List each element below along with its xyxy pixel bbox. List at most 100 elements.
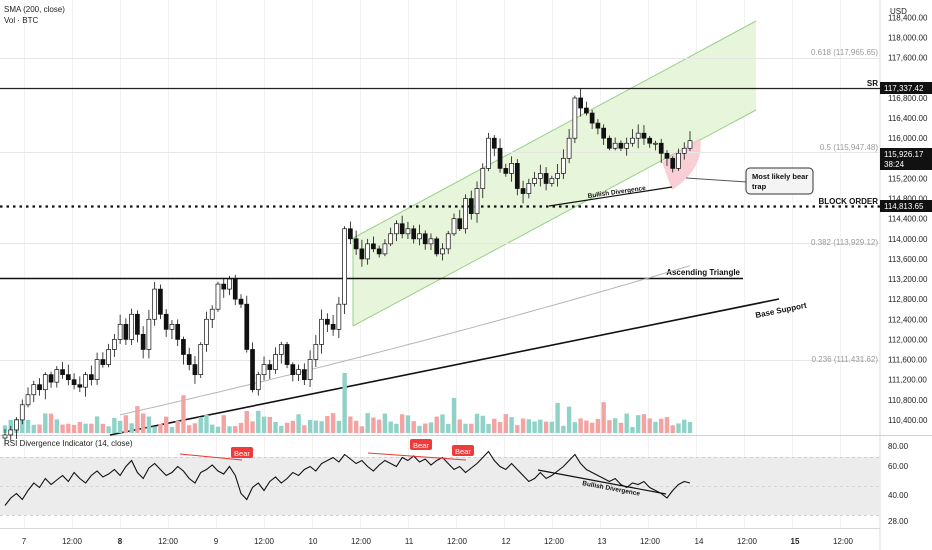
volume-bar	[238, 422, 244, 433]
candle-body	[417, 233, 422, 240]
candle-body	[428, 238, 434, 245]
volume-bar	[60, 424, 65, 433]
volume-bar	[89, 423, 94, 433]
bear-trap-callout[interactable]	[745, 167, 814, 195]
rsi-title[interactable]: RSI Divergence Indicator (14, close)	[4, 439, 133, 448]
volume-bar	[117, 420, 123, 433]
price-tick: 114,000.00	[888, 235, 928, 244]
candle-body	[307, 359, 313, 380]
volume-bar	[169, 426, 175, 433]
candle-body	[48, 374, 54, 383]
volume-bar	[589, 422, 595, 433]
volume-bar	[446, 423, 451, 433]
volume-bar	[353, 420, 359, 433]
candle-body	[359, 248, 365, 260]
candle-body	[296, 369, 301, 375]
price-tick: 113,200.00	[888, 275, 928, 284]
candle-body	[503, 168, 509, 174]
rsi-tick-40: 40.00	[888, 491, 909, 500]
time-tick: 12:00	[351, 537, 372, 546]
fib-5-label: 0.5 (115,947.48)	[820, 143, 878, 152]
fib-236-label: 0.236 (111,431.62)	[812, 355, 879, 364]
price-tick: 112,800.00	[888, 295, 928, 304]
volume-bar	[480, 415, 485, 433]
candle-body	[37, 384, 42, 391]
price-tick: 116,000.00	[888, 134, 928, 143]
volume-bar	[584, 420, 589, 433]
volume-bar	[348, 416, 353, 433]
candle-body	[532, 178, 537, 184]
volume-bar	[204, 414, 209, 433]
volume-bar	[261, 416, 267, 433]
volume-bar	[601, 402, 606, 433]
volume-bar	[382, 413, 388, 433]
candle-body	[434, 238, 440, 255]
bear-tag-2-text: Bear	[413, 441, 429, 450]
volume-bar	[509, 417, 514, 433]
price-tick: 111,200.00	[888, 376, 927, 385]
volume-bar	[250, 421, 255, 433]
volume-bar	[492, 418, 497, 433]
sma-legend[interactable]: SMA (200, close)	[4, 5, 65, 14]
volume-bar	[549, 421, 555, 433]
candle-body	[175, 323, 181, 340]
volume-bar	[463, 423, 468, 433]
base-support-line[interactable]	[109, 298, 780, 436]
volume-bar	[135, 406, 140, 433]
price-tick: 110,800.00	[888, 396, 928, 405]
candle-body	[140, 334, 146, 350]
price-tick: 114,800.00	[888, 195, 928, 204]
volume-bar	[123, 415, 129, 433]
volume-bar	[48, 413, 54, 433]
rsi-bullish-divergence-line	[537, 469, 667, 495]
volume-legend[interactable]: Vol · BTC	[4, 16, 38, 25]
candle-body	[566, 137, 572, 159]
candle-body	[572, 97, 578, 139]
candle-body	[468, 198, 474, 215]
volume-bar	[641, 414, 647, 433]
volume-bar	[244, 410, 249, 433]
candle-body	[54, 369, 60, 383]
candle-body	[595, 122, 601, 129]
current-price-text: 115,926.17	[884, 150, 924, 159]
candle-body	[371, 243, 376, 250]
volume-bar	[163, 416, 169, 433]
volume-bar	[572, 422, 578, 433]
bear-tag-1-text: Bear	[234, 449, 250, 458]
countdown-text: 38:24	[884, 160, 905, 169]
volume-bar	[290, 420, 296, 433]
bear-tag-3-text: Bear	[455, 447, 471, 456]
candle-body	[612, 142, 618, 149]
volume-bar	[302, 425, 307, 433]
volume-bar	[417, 425, 422, 433]
candle-body	[325, 318, 330, 325]
candle-body	[607, 137, 612, 149]
candle-body	[405, 228, 411, 235]
time-tick: 12	[502, 537, 511, 546]
candle-body	[238, 298, 244, 305]
candle-body	[681, 147, 687, 154]
candle-body	[267, 364, 273, 370]
time-tick: 14	[695, 537, 704, 546]
candle-body	[555, 173, 560, 179]
time-tick: 15	[791, 537, 800, 546]
candle-body	[198, 344, 204, 375]
volume-bar	[77, 422, 83, 433]
candle-body	[509, 163, 514, 174]
candle-body	[687, 140, 693, 149]
candle-body	[411, 228, 417, 240]
bear-trap-callout-line2: trap	[752, 182, 767, 191]
ascending-triangle-label: Ascending Triangle	[666, 268, 740, 277]
price-axis[interactable]: 118,400.00 118,000.00 117,600.00 116,800.00…	[888, 14, 928, 425]
candle-body	[290, 364, 296, 375]
volume-bar	[607, 420, 612, 433]
candle-body	[319, 318, 324, 345]
time-axis[interactable]: 7 12:00 8 12:00 9 12:00 10 12:00 11 12:00 12 12:00 1…	[22, 537, 854, 546]
volume-bar	[503, 414, 508, 433]
candle-body	[146, 318, 152, 350]
volume-bar	[647, 418, 652, 433]
volume-bar	[687, 422, 693, 433]
volume-bar	[399, 414, 405, 433]
volume-bar	[83, 423, 88, 433]
